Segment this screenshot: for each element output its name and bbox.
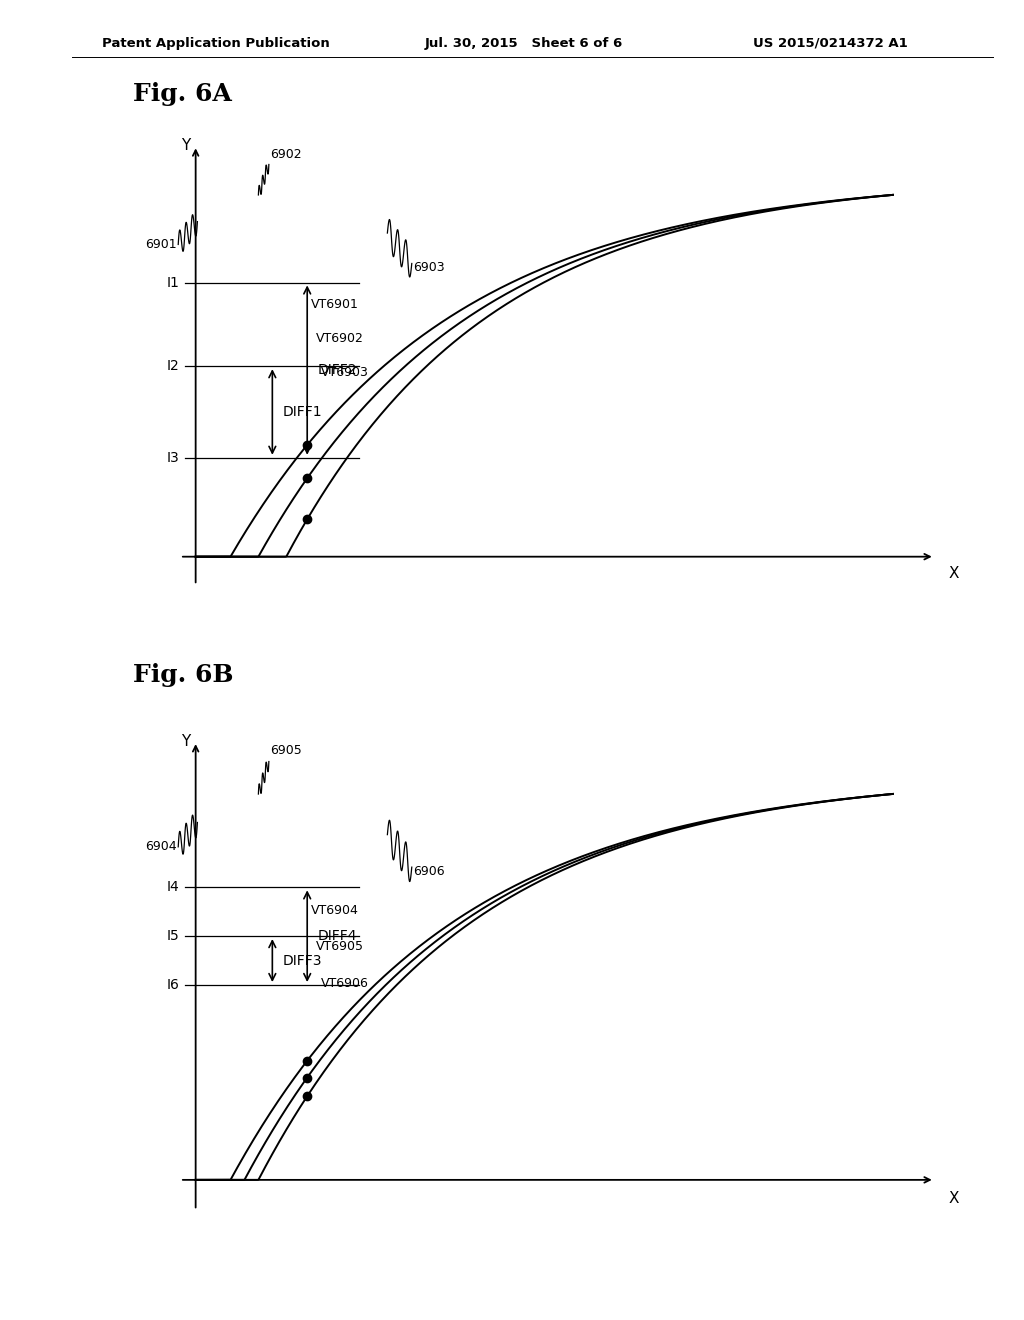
Text: VT6903: VT6903 bbox=[322, 366, 369, 379]
Text: I3: I3 bbox=[166, 450, 179, 465]
Text: VT6905: VT6905 bbox=[316, 940, 364, 953]
Text: I5: I5 bbox=[166, 929, 179, 944]
Text: VT6902: VT6902 bbox=[316, 333, 364, 345]
Text: I2: I2 bbox=[166, 359, 179, 374]
Text: DIFF3: DIFF3 bbox=[283, 953, 323, 968]
Text: 6902: 6902 bbox=[270, 148, 302, 161]
Text: I4: I4 bbox=[166, 880, 179, 895]
Text: 6906: 6906 bbox=[414, 865, 445, 878]
Text: 6905: 6905 bbox=[270, 744, 302, 758]
Text: X: X bbox=[948, 566, 959, 581]
Text: 6903: 6903 bbox=[414, 261, 445, 273]
Text: Y: Y bbox=[180, 734, 189, 750]
Text: VT6901: VT6901 bbox=[310, 298, 358, 310]
Text: DIFF2: DIFF2 bbox=[317, 363, 357, 378]
Text: I6: I6 bbox=[166, 978, 179, 991]
Text: I1: I1 bbox=[166, 276, 179, 289]
Text: Patent Application Publication: Patent Application Publication bbox=[102, 37, 330, 50]
Text: Fig. 6B: Fig. 6B bbox=[133, 663, 233, 686]
Text: 6901: 6901 bbox=[144, 238, 176, 251]
Text: Y: Y bbox=[180, 139, 189, 153]
Text: X: X bbox=[948, 1191, 959, 1205]
Text: US 2015/0214372 A1: US 2015/0214372 A1 bbox=[753, 37, 907, 50]
Text: VT6904: VT6904 bbox=[310, 904, 358, 916]
Text: Jul. 30, 2015   Sheet 6 of 6: Jul. 30, 2015 Sheet 6 of 6 bbox=[425, 37, 624, 50]
Text: 6904: 6904 bbox=[144, 841, 176, 853]
Text: DIFF1: DIFF1 bbox=[283, 405, 323, 418]
Text: VT6906: VT6906 bbox=[322, 977, 369, 990]
Text: DIFF4: DIFF4 bbox=[317, 929, 357, 944]
Text: Fig. 6A: Fig. 6A bbox=[133, 82, 232, 106]
